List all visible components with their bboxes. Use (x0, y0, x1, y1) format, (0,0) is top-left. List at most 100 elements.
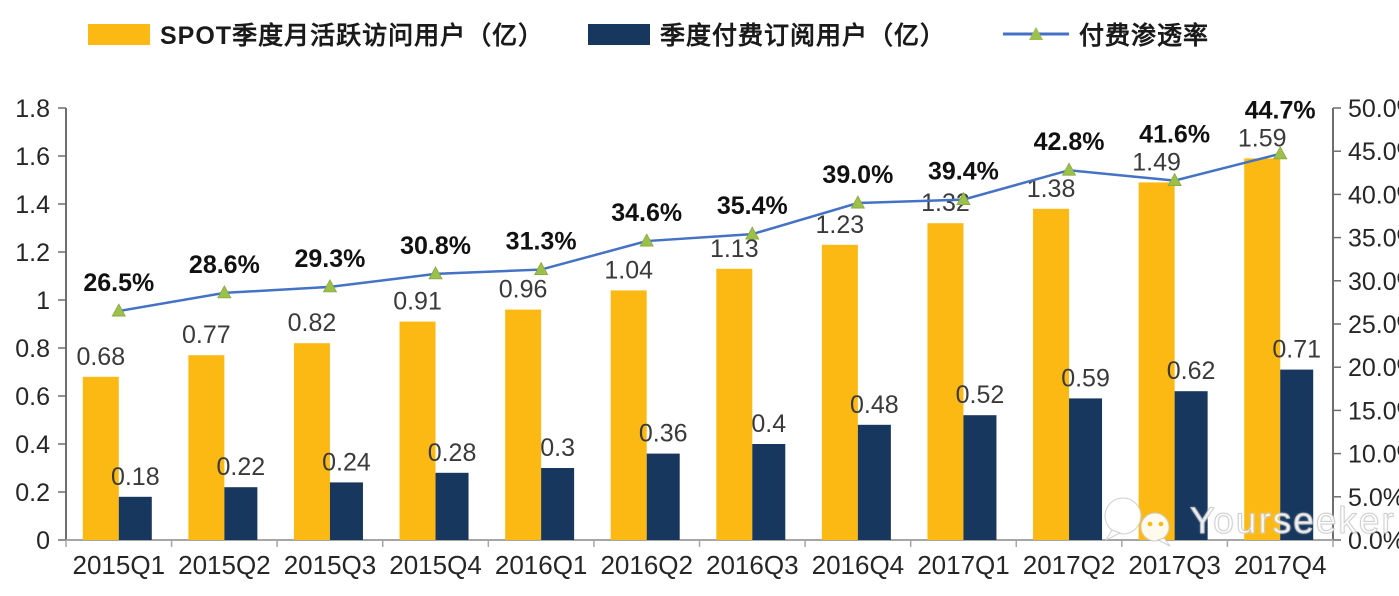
x-axis-category-label: 2015Q3 (284, 550, 377, 580)
bar-mau-2015Q1 (82, 376, 119, 540)
x-axis-category-label: 2016Q1 (495, 550, 588, 580)
x-axis-category-label: 2017Q2 (1023, 550, 1116, 580)
penetration-label-2016Q2: 34.6% (611, 199, 682, 227)
legend-line-marker-icon (1003, 27, 1069, 40)
right-axis-tick-label: 50.0% (1348, 95, 1399, 123)
legend-label-mau: SPOT季度月活跃访问用户（亿） (160, 22, 545, 50)
left-axis-tick-label: 0 (36, 527, 50, 555)
legend: SPOT季度月活跃访问用户（亿） 季度付费订阅用户（亿） 付费渗透率 (0, 0, 1399, 60)
legend-label-subscribers: 季度付费订阅用户（亿） (660, 22, 947, 50)
bar-mau-2016Q3 (716, 268, 753, 540)
bar-subscribers-2016Q2 (646, 453, 680, 540)
legend-swatch-subscribers-icon (588, 23, 650, 45)
x-axis-category-label: 2015Q1 (73, 550, 166, 580)
penetration-marker-2015Q2 (217, 285, 232, 299)
bar-label-subscribers-2015Q2: 0.22 (217, 453, 266, 481)
left-axis-tick-label: 0.2 (15, 479, 50, 507)
bar-mau-2015Q3 (293, 343, 330, 540)
x-axis-category-label: 2016Q2 (600, 550, 693, 580)
bar-mau-2017Q4 (1244, 158, 1281, 540)
bar-label-mau-2016Q2: 1.04 (604, 256, 653, 284)
bar-mau-2015Q2 (188, 355, 225, 540)
right-axis-tick-label: 15.0% (1348, 397, 1399, 425)
left-axis-tick-label: 1 (36, 287, 50, 315)
bar-mau-2016Q1 (505, 309, 542, 540)
bar-subscribers-2015Q3 (329, 482, 363, 540)
penetration-marker-2017Q4 (1273, 145, 1288, 160)
x-axis-category-label: 2016Q4 (812, 550, 905, 580)
bar-mau-2017Q1 (927, 223, 964, 540)
penetration-label-2017Q2: 42.8% (1034, 128, 1105, 156)
bar-subscribers-2015Q1 (118, 496, 152, 540)
penetration-marker-2015Q3 (322, 279, 338, 293)
bar-label-mau-2015Q2: 0.77 (182, 321, 231, 349)
x-axis-category-label: 2017Q4 (1234, 550, 1327, 580)
penetration-label-2017Q1: 39.4% (928, 158, 999, 186)
bar-label-subscribers-2017Q4: 0.71 (1272, 336, 1321, 364)
left-axis-tick-label: 0.6 (15, 383, 50, 411)
penetration-marker-2015Q1 (111, 303, 126, 317)
penetration-label-2015Q4: 30.8% (400, 232, 471, 260)
legend-swatch-mau-icon (88, 23, 150, 45)
penetration-marker-2016Q2 (639, 233, 654, 247)
right-axis-tick-label: 25.0% (1348, 311, 1399, 339)
legend-label-penetration: 付费渗透率 (1079, 22, 1210, 50)
penetration-label-2015Q1: 26.5% (83, 269, 154, 297)
x-axis-category-label: 2015Q2 (178, 550, 271, 580)
penetration-label-2017Q4: 44.7% (1245, 96, 1316, 124)
bar-label-subscribers-2017Q1: 0.52 (956, 381, 1005, 409)
right-axis-tick-label: 5.0% (1348, 484, 1399, 512)
bar-label-mau-2015Q4: 0.91 (393, 288, 442, 316)
legend-item-penetration: 付费渗透率 (1003, 16, 1209, 52)
left-axis-tick-label: 1.2 (15, 239, 50, 267)
bar-mau-2016Q4 (821, 244, 858, 541)
bar-label-subscribers-2015Q4: 0.28 (428, 439, 477, 467)
penetration-label-2016Q1: 31.3% (506, 228, 577, 256)
x-axis-category-label: 2016Q3 (706, 550, 799, 580)
bar-label-subscribers-2016Q4: 0.48 (850, 391, 899, 419)
bar-mau-2016Q2 (610, 290, 647, 540)
left-axis-tick-label: 0.4 (15, 431, 50, 459)
legend-item-subscribers: 季度付费订阅用户（亿） (588, 16, 946, 52)
bar-subscribers-2017Q3 (1174, 391, 1208, 540)
bar-label-mau-2017Q4: 1.59 (1238, 124, 1287, 152)
bar-label-mau-2016Q1: 0.96 (499, 276, 548, 304)
bar-label-subscribers-2016Q1: 0.3 (540, 434, 575, 462)
penetration-marker-2016Q4 (850, 195, 866, 209)
x-axis-category-label: 2015Q4 (389, 550, 482, 580)
penetration-marker-2016Q1 (533, 261, 549, 275)
bar-subscribers-2017Q1 (963, 415, 997, 540)
left-axis-tick-label: 1.6 (15, 143, 50, 171)
left-axis-tick-label: 0.8 (15, 335, 50, 363)
right-axis-tick-label: 20.0% (1348, 354, 1399, 382)
penetration-label-2016Q4: 39.0% (822, 161, 893, 189)
bar-label-subscribers-2015Q3: 0.24 (322, 448, 371, 476)
left-axis-tick-label: 1.4 (15, 191, 50, 219)
bar-mau-2017Q3 (1138, 182, 1175, 540)
penetration-marker-2016Q3 (745, 226, 760, 240)
left-axis-tick-label: 1.8 (15, 95, 50, 123)
bar-subscribers-2017Q4 (1280, 369, 1314, 540)
bar-label-mau-2017Q3: 1.49 (1132, 148, 1181, 176)
bar-subscribers-2016Q1 (541, 468, 575, 540)
right-axis-tick-label: 35.0% (1348, 225, 1399, 253)
bar-label-subscribers-2017Q2: 0.59 (1061, 364, 1110, 392)
bar-label-subscribers-2016Q2: 0.36 (639, 420, 688, 448)
bar-subscribers-2017Q2 (1069, 398, 1103, 540)
penetration-marker-2017Q2 (1061, 162, 1077, 176)
penetration-label-2017Q3: 41.6% (1139, 120, 1210, 148)
bar-mau-2017Q2 (1033, 208, 1070, 541)
bar-subscribers-2016Q3 (752, 444, 786, 540)
right-axis-tick-label: 40.0% (1348, 181, 1399, 209)
penetration-label-2016Q3: 35.4% (717, 192, 788, 220)
bar-label-mau-2016Q4: 1.23 (816, 211, 865, 239)
bar-label-subscribers-2015Q1: 0.18 (111, 463, 160, 491)
penetration-marker-2015Q4 (428, 266, 443, 280)
bar-label-subscribers-2016Q3: 0.4 (751, 410, 786, 438)
legend-item-mau: SPOT季度月活跃访问用户（亿） (88, 16, 544, 52)
right-axis-tick-label: 0.0% (1348, 527, 1399, 555)
penetration-label-2015Q3: 29.3% (295, 245, 366, 273)
right-axis-tick-label: 10.0% (1348, 441, 1399, 469)
